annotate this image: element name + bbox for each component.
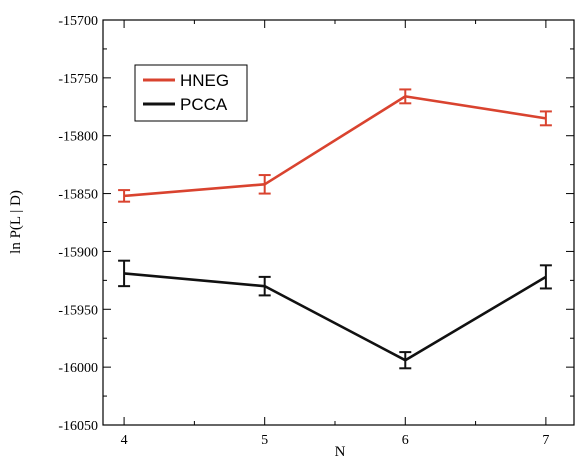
legend-label-hneg: HNEG xyxy=(180,71,229,90)
series-line-pcca xyxy=(123,272,547,362)
x-tick-label: 7 xyxy=(542,433,549,448)
legend-box xyxy=(134,64,248,122)
y-axis-title: ln P(L | D) xyxy=(8,190,24,254)
x-axis-title: N xyxy=(335,444,346,460)
y-tick-label: -15700 xyxy=(58,14,98,29)
y-tick-label: -15800 xyxy=(58,130,98,145)
x-tick-label: 4 xyxy=(121,433,128,448)
y-tick-label: -16000 xyxy=(58,361,98,376)
series-layer xyxy=(118,88,552,370)
legend: HNEG PCCA xyxy=(134,64,248,122)
y-tick-label: -15750 xyxy=(58,72,98,87)
legend-label-pcca: PCCA xyxy=(180,95,228,114)
x-tick-label: 5 xyxy=(261,433,268,448)
x-tick-label: 6 xyxy=(402,433,409,448)
series-line-hneg xyxy=(123,95,547,198)
y-tick-label: -15900 xyxy=(58,245,98,260)
y-tick-label: -16050 xyxy=(58,419,98,434)
y-tick-label: -15950 xyxy=(58,303,98,318)
axis-ticks: -15700 -15750 -15800 -15850 -15900 -15950 -160… xyxy=(58,14,574,448)
y-tick-label: -15850 xyxy=(58,188,98,203)
